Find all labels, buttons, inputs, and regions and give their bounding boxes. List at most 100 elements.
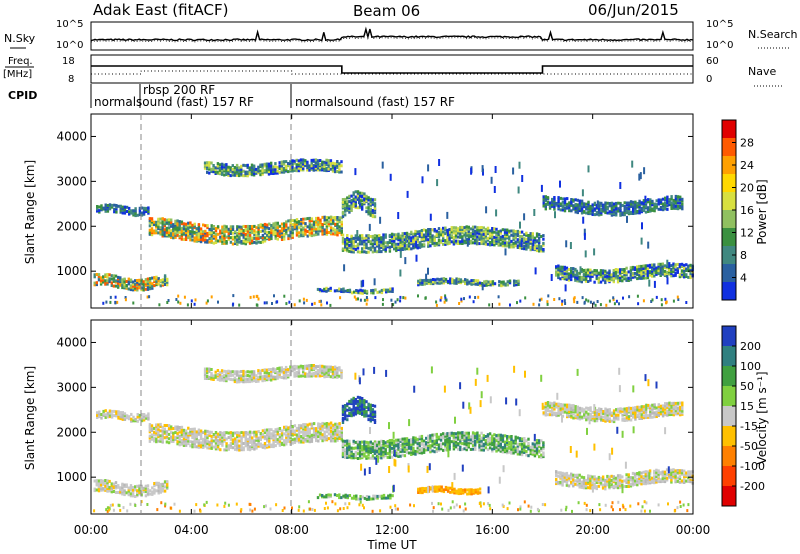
echo-cell (172, 223, 175, 227)
echo-cell (204, 433, 207, 437)
echo-cell (369, 207, 372, 211)
echo-cell (321, 421, 324, 425)
echo-cell (657, 269, 660, 272)
echo-cell (563, 277, 566, 281)
echo-cell (238, 376, 241, 380)
echo-cell (438, 279, 441, 283)
echo-cell (341, 447, 345, 451)
echo-cell (649, 209, 652, 213)
echo-cell (261, 169, 264, 173)
echo-cell (399, 269, 402, 277)
echo-cell (242, 229, 245, 233)
echo-cell (150, 217, 154, 221)
echo-cell (321, 369, 324, 373)
echo-cell (361, 234, 364, 238)
echo-cell (510, 229, 513, 233)
echo-cell (559, 204, 562, 208)
echo-cell (202, 232, 205, 236)
echo-cell (240, 437, 243, 441)
echo-cell (284, 370, 288, 374)
echo-cell (448, 436, 451, 440)
echo-cell (367, 212, 370, 216)
echo-cell (117, 281, 120, 285)
echo-cell (325, 224, 329, 228)
echo-cell (397, 446, 400, 450)
echo-cell (523, 437, 526, 440)
echo-cell (425, 236, 428, 240)
echo-cell (657, 198, 660, 202)
echo-cell (500, 280, 503, 284)
echo-cell (289, 371, 292, 375)
echo-cell (578, 205, 582, 209)
echo-cell (493, 442, 496, 446)
echo-cell (467, 441, 470, 445)
echo-cell (240, 446, 243, 450)
echo-cell (429, 278, 433, 282)
echo-cell (523, 443, 526, 447)
echo-cell (477, 295, 480, 299)
echo-cell (401, 244, 404, 248)
echo-cell (358, 440, 362, 444)
echo-cell (512, 241, 515, 245)
echo-cell (395, 450, 398, 454)
echo-cell (274, 377, 277, 381)
echo-cell (285, 428, 288, 432)
echo-cell (319, 374, 322, 378)
echo-cell (454, 440, 458, 444)
echo-cell (225, 169, 228, 172)
echo-cell (593, 269, 596, 272)
echo-cell (442, 232, 445, 236)
echo-cell (272, 430, 275, 434)
echo-cell (102, 482, 105, 486)
echo-cell (486, 236, 490, 240)
echo-cell (338, 225, 341, 229)
echo-cell (244, 370, 247, 374)
echo-cell (340, 224, 343, 228)
echo-cell (223, 448, 226, 452)
echo-cell (378, 244, 381, 248)
echo-cell (499, 433, 502, 437)
echo-cell (480, 226, 483, 229)
echo-cell (389, 287, 392, 291)
echo-cell (459, 436, 462, 440)
echo-cell (227, 234, 230, 238)
echo-cell (321, 370, 324, 374)
echo-cell (486, 228, 490, 232)
echo-cell (236, 237, 239, 241)
colorbar-tick-label: 28 (740, 137, 754, 150)
echo-cell (189, 444, 192, 448)
echo-cell (442, 239, 445, 242)
echo-cell (474, 282, 477, 286)
echo-cell (184, 233, 188, 237)
echo-cell (678, 263, 682, 267)
echo-cell (214, 439, 218, 443)
echo-cell (627, 207, 631, 210)
echo-cell (375, 446, 379, 450)
echo-cell (334, 231, 337, 235)
echo-cell (329, 370, 333, 373)
echo-cell (357, 297, 359, 301)
echo-cell (401, 447, 404, 451)
echo-cell (278, 369, 281, 373)
echo-cell (350, 201, 353, 205)
echo-cell (259, 371, 262, 375)
echo-cell (341, 215, 345, 219)
echo-cell (525, 450, 528, 453)
echo-cell (212, 241, 216, 245)
echo-cell (265, 371, 269, 375)
echo-cell (257, 369, 260, 373)
echo-cell (454, 435, 458, 439)
echo-cell (248, 227, 252, 231)
echo-cell (608, 204, 611, 208)
echo-cell (153, 223, 156, 227)
echo-cell (231, 170, 234, 174)
echo-cell (214, 431, 218, 434)
echo-cell (574, 198, 577, 202)
echo-cell (513, 283, 516, 287)
echo-cell (520, 236, 524, 240)
echo-cell (352, 441, 355, 445)
echo-cell (304, 430, 307, 434)
echo-cell (270, 371, 273, 375)
echo-cell (365, 250, 368, 254)
echo-cell (600, 211, 603, 215)
